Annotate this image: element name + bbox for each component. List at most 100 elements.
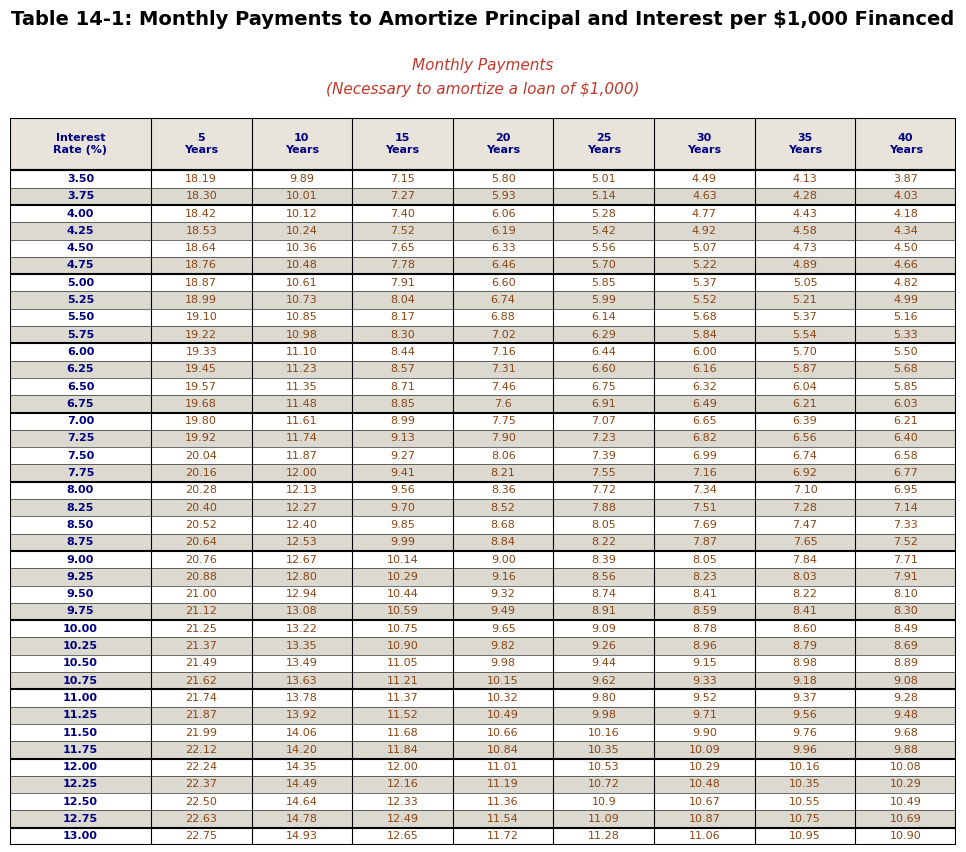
- Text: 7.39: 7.39: [591, 451, 616, 461]
- Text: 9.56: 9.56: [390, 486, 414, 495]
- Text: 7.75: 7.75: [67, 468, 94, 478]
- Text: 11.01: 11.01: [487, 763, 519, 772]
- Text: 10.01: 10.01: [286, 192, 318, 201]
- Text: 11.74: 11.74: [286, 434, 318, 444]
- Text: 10.59: 10.59: [386, 607, 418, 617]
- Text: 4.43: 4.43: [793, 209, 817, 219]
- Text: 22.63: 22.63: [185, 814, 217, 824]
- Text: 5.14: 5.14: [591, 192, 616, 201]
- Text: 6.74: 6.74: [793, 451, 817, 461]
- Bar: [10, 551, 956, 568]
- Text: 9.62: 9.62: [591, 676, 616, 686]
- Text: 9.37: 9.37: [793, 693, 817, 703]
- Text: 10.66: 10.66: [487, 728, 519, 738]
- Text: 8.91: 8.91: [591, 607, 616, 617]
- Text: 5.42: 5.42: [591, 226, 616, 236]
- Text: 10.32: 10.32: [487, 693, 519, 703]
- Text: 11.10: 11.10: [286, 347, 318, 357]
- Text: 10.67: 10.67: [689, 797, 721, 807]
- Text: 4.77: 4.77: [692, 209, 717, 219]
- Text: 12.40: 12.40: [286, 520, 318, 530]
- Text: 6.49: 6.49: [692, 399, 717, 409]
- Text: 11.35: 11.35: [286, 382, 318, 392]
- Text: Interest
Rate (%): Interest Rate (%): [53, 133, 107, 155]
- Text: 5.93: 5.93: [491, 192, 516, 201]
- Text: 6.14: 6.14: [591, 313, 616, 322]
- Text: 4.92: 4.92: [692, 226, 717, 236]
- Text: 8.00: 8.00: [67, 486, 94, 495]
- Text: 10.24: 10.24: [286, 226, 318, 236]
- Text: 9.16: 9.16: [491, 572, 516, 582]
- Bar: [10, 447, 956, 464]
- Text: 4.73: 4.73: [793, 243, 817, 253]
- Text: 7.15: 7.15: [390, 174, 414, 184]
- Text: 11.87: 11.87: [286, 451, 318, 461]
- Text: 21.49: 21.49: [185, 659, 217, 668]
- Text: 18.30: 18.30: [185, 192, 217, 201]
- Text: 8.84: 8.84: [491, 538, 516, 547]
- Text: 8.39: 8.39: [591, 555, 616, 565]
- Text: 20.40: 20.40: [185, 503, 217, 513]
- Text: 7.40: 7.40: [390, 209, 415, 219]
- Bar: [10, 827, 956, 845]
- Text: 22.12: 22.12: [185, 745, 217, 755]
- Text: 5.00: 5.00: [67, 278, 94, 288]
- Text: 7.84: 7.84: [792, 555, 817, 565]
- Bar: [10, 429, 956, 447]
- Text: 9.89: 9.89: [290, 174, 314, 184]
- Text: 8.17: 8.17: [390, 313, 415, 322]
- Text: 9.68: 9.68: [894, 728, 918, 738]
- Bar: [10, 378, 956, 395]
- Text: 5.07: 5.07: [692, 243, 717, 253]
- Bar: [10, 170, 956, 187]
- Text: 3.87: 3.87: [894, 174, 918, 184]
- Text: 11.25: 11.25: [63, 711, 98, 720]
- Text: 20.16: 20.16: [185, 468, 217, 478]
- Text: 11.84: 11.84: [386, 745, 418, 755]
- Text: 4.18: 4.18: [894, 209, 918, 219]
- Text: 6.21: 6.21: [894, 416, 918, 426]
- Text: 5.75: 5.75: [67, 330, 94, 340]
- Text: 12.25: 12.25: [63, 780, 98, 790]
- Text: 10.87: 10.87: [689, 814, 721, 824]
- Text: 10.98: 10.98: [286, 330, 318, 340]
- Text: 14.20: 14.20: [286, 745, 318, 755]
- Text: 7.07: 7.07: [591, 416, 616, 426]
- Text: 10.09: 10.09: [689, 745, 721, 755]
- Text: 18.42: 18.42: [185, 209, 217, 219]
- Text: 5.52: 5.52: [692, 295, 717, 305]
- Text: 12.75: 12.75: [63, 814, 98, 824]
- Text: 13.08: 13.08: [286, 607, 318, 617]
- Text: 19.92: 19.92: [185, 434, 217, 444]
- Text: 6.56: 6.56: [793, 434, 817, 444]
- Text: 9.48: 9.48: [894, 711, 918, 720]
- Text: 5.80: 5.80: [491, 174, 516, 184]
- Text: 6.60: 6.60: [591, 365, 616, 374]
- Text: 9.18: 9.18: [793, 676, 817, 686]
- Text: 7.14: 7.14: [894, 503, 918, 513]
- Text: 14.06: 14.06: [286, 728, 318, 738]
- Text: 9.09: 9.09: [591, 624, 616, 634]
- Text: 6.88: 6.88: [491, 313, 516, 322]
- Text: 9.80: 9.80: [591, 693, 616, 703]
- Text: 20.88: 20.88: [185, 572, 217, 582]
- Bar: [10, 516, 956, 533]
- Bar: [10, 360, 956, 378]
- Text: 10.35: 10.35: [789, 780, 821, 790]
- Text: 6.00: 6.00: [692, 347, 717, 357]
- Text: 19.45: 19.45: [185, 365, 217, 374]
- Text: 4.50: 4.50: [894, 243, 918, 253]
- Text: 3.75: 3.75: [67, 192, 94, 201]
- Text: 5.70: 5.70: [591, 261, 616, 270]
- Bar: [10, 239, 956, 256]
- Text: 19.33: 19.33: [185, 347, 217, 357]
- Text: 10.72: 10.72: [588, 780, 620, 790]
- Text: 5.33: 5.33: [894, 330, 918, 340]
- Text: 8.04: 8.04: [390, 295, 415, 305]
- Text: 5.50: 5.50: [894, 347, 918, 357]
- Text: 11.09: 11.09: [588, 814, 619, 824]
- Text: 8.52: 8.52: [491, 503, 516, 513]
- Bar: [10, 689, 956, 706]
- Text: 6.75: 6.75: [591, 382, 616, 392]
- Text: 7.75: 7.75: [491, 416, 516, 426]
